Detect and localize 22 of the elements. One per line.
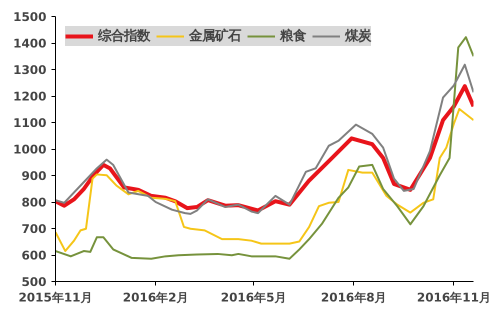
legend-label: 粮食 [280, 28, 306, 45]
y-tick-label: 1200 [13, 90, 47, 104]
y-tick-label: 1000 [13, 142, 47, 156]
legend-label: 煤炭 [345, 28, 371, 45]
y-tick-label: 1400 [13, 36, 47, 50]
line-series [56, 108, 474, 252]
legend-label: 综合指数 [98, 28, 150, 45]
x-tick-label: 2016年5月 [220, 290, 286, 304]
x-tick-label: 2016年8月 [320, 290, 387, 304]
y-tick-label: 1500 [13, 10, 47, 24]
x-tick-label: 2015年11月 [18, 290, 93, 304]
x-tick-label: 2016年2月 [122, 290, 189, 304]
y-tick-label: 900 [21, 169, 47, 183]
y-tick-label: 1100 [13, 116, 47, 130]
y-tick-label: 500 [21, 275, 47, 289]
y-tick-label: 700 [21, 222, 47, 236]
x-tick-label: 2016年11月 [416, 290, 491, 304]
y-tick-label: 600 [21, 248, 47, 262]
legend-label: 金属矿石 [189, 27, 241, 45]
y-tick-label: 1300 [13, 63, 47, 77]
y-tick-label: 800 [21, 196, 47, 210]
line-series [56, 64, 474, 215]
